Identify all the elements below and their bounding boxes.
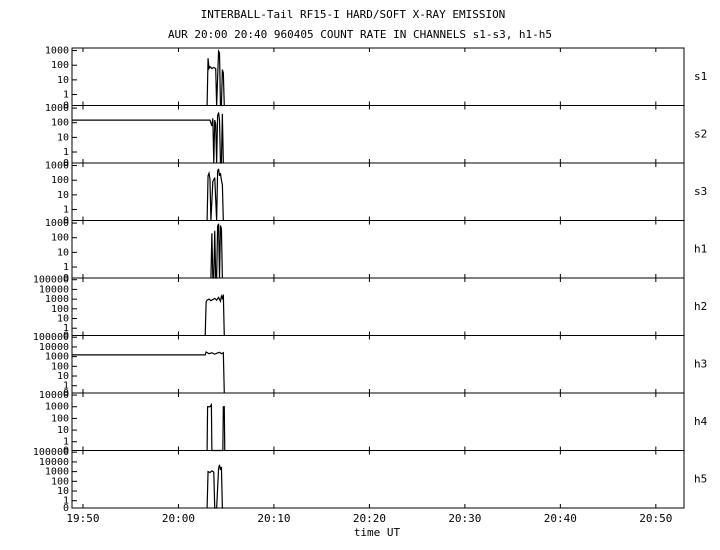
y-tick-label: 0 bbox=[63, 388, 69, 399]
y-tick-label: 1 bbox=[63, 205, 69, 216]
data-line bbox=[204, 294, 225, 336]
panel-label: h5 bbox=[694, 472, 707, 485]
y-tick-label: 10 bbox=[57, 132, 69, 143]
y-tick-label: 100 bbox=[51, 233, 69, 244]
y-tick-label: 100 bbox=[51, 413, 69, 424]
panel-label: s2 bbox=[694, 127, 707, 140]
x-tick-label: 20:50 bbox=[639, 512, 672, 525]
panel-label: s1 bbox=[694, 70, 707, 83]
panel-frame bbox=[71, 450, 685, 509]
y-tick-label: 10 bbox=[57, 425, 69, 436]
chart-subtitle: AUR 20:00 20:40 960405 COUNT RATE IN CHA… bbox=[168, 28, 552, 41]
y-tick-label: 1000 bbox=[45, 352, 69, 363]
x-axis-label: time UT bbox=[354, 526, 401, 539]
y-tick-label: 1000 bbox=[45, 402, 69, 413]
x-tick-label: 20:20 bbox=[353, 512, 386, 525]
y-tick-label: 1 bbox=[63, 262, 69, 273]
y-tick-label: 10000 bbox=[39, 284, 69, 295]
x-tick-label: 20:40 bbox=[544, 512, 577, 525]
y-tick-label: 100000 bbox=[33, 447, 69, 458]
y-tick-label: 10000 bbox=[39, 457, 69, 468]
y-tick-label: 100 bbox=[51, 175, 69, 186]
y-tick-label: 10 bbox=[57, 371, 69, 382]
y-tick-label: 1000 bbox=[45, 218, 69, 229]
y-tick-label: 10 bbox=[57, 314, 69, 325]
y-tick-label: 1000 bbox=[45, 467, 69, 478]
y-tick-label: 100000 bbox=[33, 275, 69, 286]
x-tick-label: 20:00 bbox=[162, 512, 195, 525]
data-line bbox=[72, 351, 225, 394]
y-tick-label: 1 bbox=[63, 381, 69, 392]
y-tick-label: 100 bbox=[51, 60, 69, 71]
y-tick-label: 100 bbox=[51, 304, 69, 315]
panel-label: h2 bbox=[694, 300, 707, 313]
panel-label: h1 bbox=[694, 242, 707, 255]
y-tick-label: 1 bbox=[63, 496, 69, 507]
y-tick-label: 100 bbox=[51, 476, 69, 487]
y-tick-label: 1 bbox=[63, 90, 69, 101]
panel-label: h4 bbox=[694, 415, 708, 428]
y-tick-label: 10 bbox=[57, 75, 69, 86]
y-tick-label: 1 bbox=[63, 323, 69, 334]
y-tick-label: 0 bbox=[63, 446, 69, 457]
y-tick-label: 100 bbox=[51, 361, 69, 372]
panel-label: s3 bbox=[694, 185, 707, 198]
y-tick-label: 0 bbox=[63, 216, 69, 227]
y-tick-label: 0 bbox=[63, 101, 69, 112]
y-tick-label: 1 bbox=[63, 147, 69, 158]
panel-label: h3 bbox=[694, 357, 707, 370]
y-tick-label: 0 bbox=[63, 331, 69, 342]
y-tick-label: 100 bbox=[51, 118, 69, 129]
y-tick-label: 10 bbox=[57, 247, 69, 258]
y-tick-label: 100000 bbox=[33, 332, 69, 343]
chart-title: INTERBALL-Tail RF15-I HARD/SOFT X-RAY EM… bbox=[201, 8, 506, 21]
data-line bbox=[206, 464, 224, 509]
y-tick-label: 1000 bbox=[45, 294, 69, 305]
y-tick-label: 10 bbox=[57, 190, 69, 201]
x-tick-label: 19:50 bbox=[66, 512, 99, 525]
y-tick-label: 0 bbox=[63, 273, 69, 284]
y-tick-label: 10000 bbox=[39, 390, 69, 401]
y-tick-label: 1000 bbox=[45, 46, 69, 57]
y-tick-label: 1000 bbox=[45, 103, 69, 114]
x-tick-label: 20:30 bbox=[448, 512, 481, 525]
y-tick-label: 0 bbox=[63, 158, 69, 169]
y-tick-label: 1000 bbox=[45, 161, 69, 172]
y-tick-label: 10 bbox=[57, 486, 69, 497]
x-tick-label: 20:10 bbox=[257, 512, 290, 525]
y-tick-label: 0 bbox=[63, 503, 69, 514]
y-tick-label: 1 bbox=[63, 437, 69, 448]
y-tick-label: 10000 bbox=[39, 342, 69, 353]
